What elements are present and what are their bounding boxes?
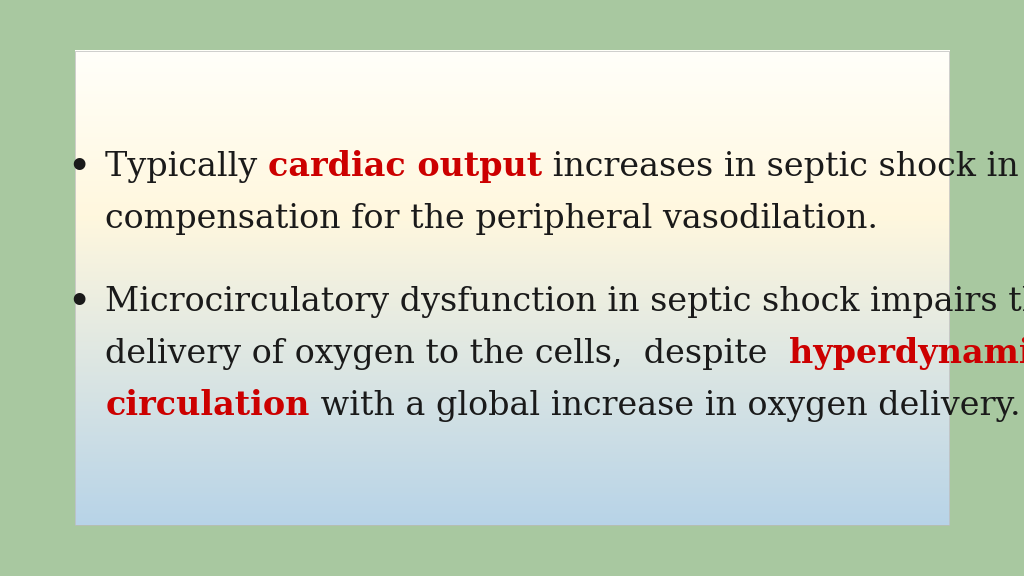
Text: •: •	[68, 150, 89, 183]
Text: Microcirculatory dysfunction in septic shock impairs the: Microcirculatory dysfunction in septic s…	[105, 286, 1024, 318]
Text: delivery of oxygen to the cells,  despite: delivery of oxygen to the cells, despite	[105, 338, 790, 370]
Text: with a global increase in oxygen delivery.: with a global increase in oxygen deliver…	[310, 390, 1021, 422]
Text: compensation for the peripheral vasodilation.: compensation for the peripheral vasodila…	[105, 203, 879, 234]
Text: increases in septic shock in: increases in septic shock in	[543, 151, 1019, 183]
Text: circulation: circulation	[105, 389, 310, 422]
Text: •: •	[68, 285, 89, 318]
Text: hyperdynamic: hyperdynamic	[790, 337, 1024, 370]
Text: Typically: Typically	[105, 151, 268, 183]
Text: cardiac output: cardiac output	[268, 150, 543, 183]
